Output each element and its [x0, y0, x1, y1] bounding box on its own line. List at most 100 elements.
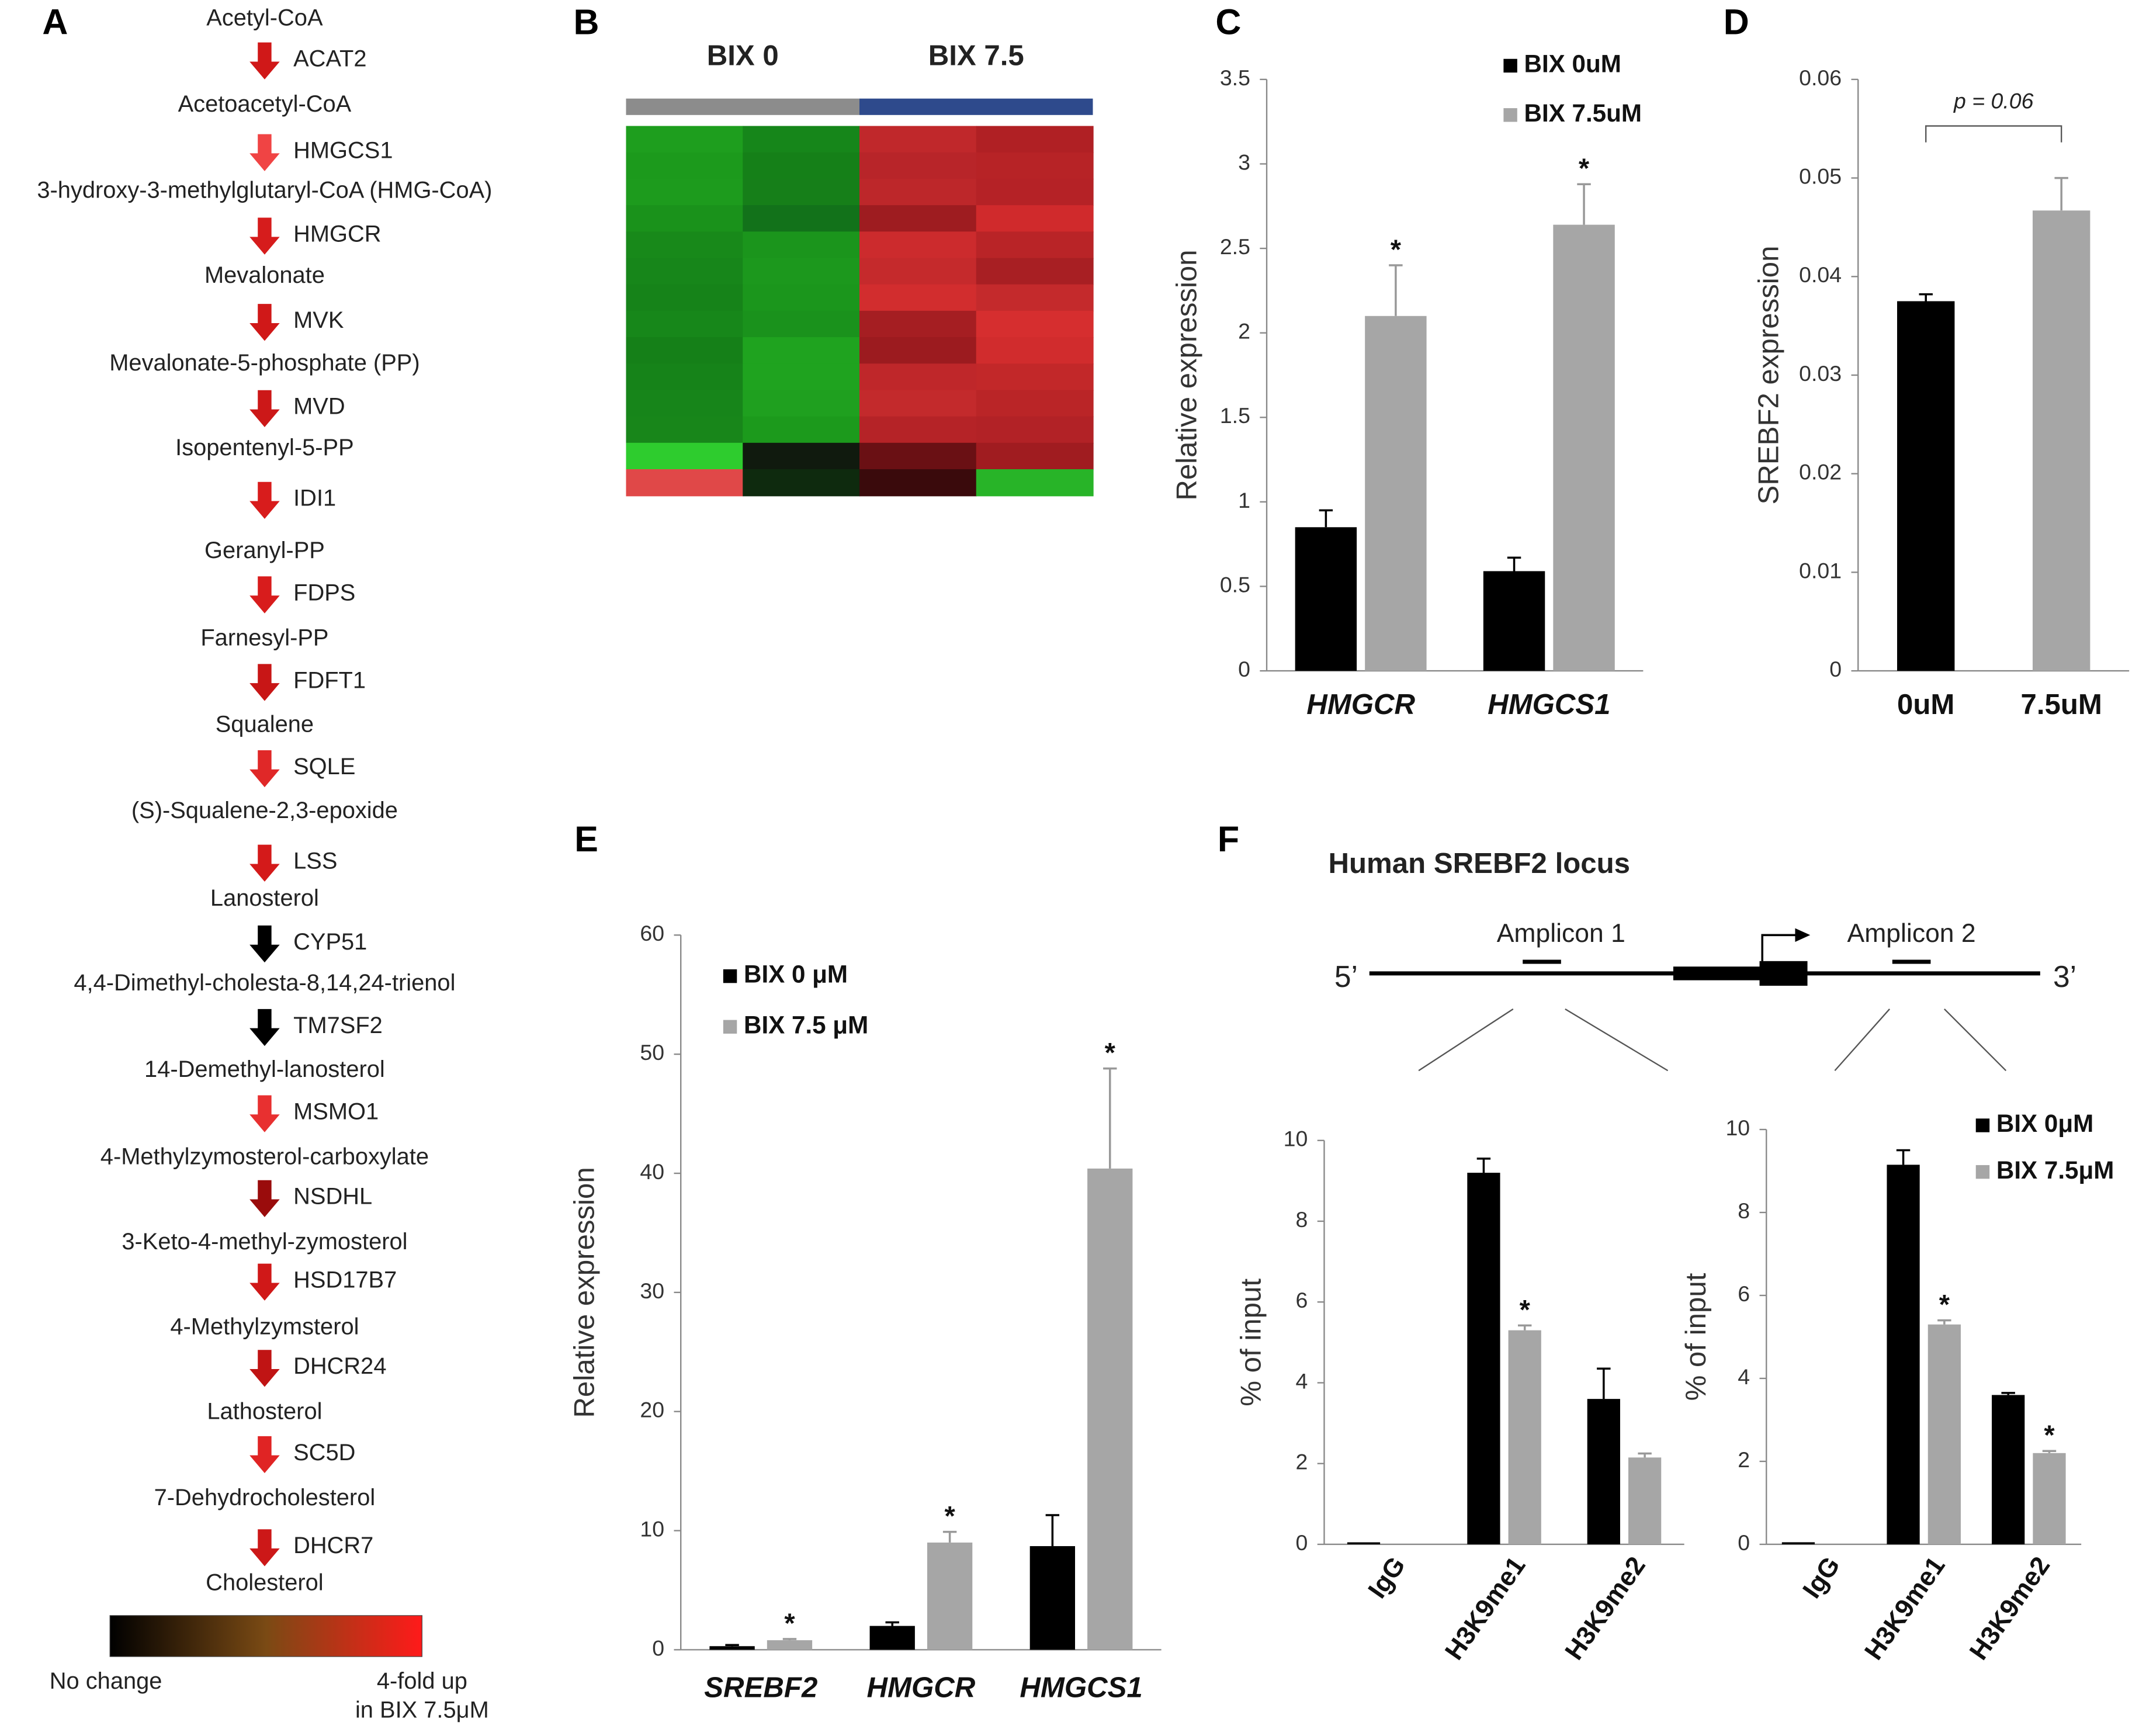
exon [1673, 966, 1761, 980]
y-tick-label: 0 [1829, 657, 1842, 681]
tss-arrowhead [1795, 928, 1811, 943]
heatmap-cell [743, 416, 861, 443]
panel-label: E [574, 819, 598, 859]
significance-star: * [2044, 1420, 2055, 1450]
bar [1467, 1173, 1500, 1544]
y-tick-label: 40 [640, 1159, 664, 1184]
five-prime: 5’ [1334, 959, 1358, 993]
y-axis-label: Relative expression [568, 1167, 601, 1418]
metabolite: Mevalonate [204, 262, 325, 288]
heatmap-cell [976, 469, 1094, 497]
heatmap-cell [976, 126, 1094, 153]
y-tick-label: 10 [640, 1516, 664, 1541]
enzyme: DHCR7 [293, 1533, 373, 1558]
metabolite: Acetyl-CoA [206, 5, 323, 30]
pathway-arrow [249, 1009, 280, 1047]
y-tick-label: 0.06 [1799, 65, 1842, 90]
tss-arrow [1761, 934, 1797, 961]
heatmap-cell [859, 258, 977, 285]
y-tick-label: 30 [640, 1278, 664, 1303]
heatmap-cell [976, 258, 1094, 285]
heatmap-cell [859, 469, 977, 497]
metabolite: Isopentenyl-5-PP [175, 435, 354, 460]
color-scale [109, 1615, 422, 1657]
legend-label: BIX 0uM [1524, 50, 1621, 78]
x-tick-label: HMGCS1 [1488, 688, 1610, 720]
enzyme: CYP51 [293, 929, 367, 955]
bar [1587, 1399, 1620, 1544]
heatmap-cell [976, 390, 1094, 417]
bar [1628, 1457, 1662, 1544]
significance-star: * [944, 1501, 955, 1531]
heatmap-cell [976, 416, 1094, 443]
pathway-arrow [249, 134, 280, 171]
enzyme: MVD [293, 394, 345, 420]
bar [2032, 210, 2090, 671]
x-tick-label: HMGCR [867, 1671, 976, 1703]
enzyme: SC5D [293, 1440, 355, 1465]
heatmap-cell [626, 284, 744, 312]
y-tick-label: 3.5 [1220, 65, 1250, 90]
pathway-arrow [249, 576, 280, 614]
enzyme: MSMO1 [293, 1099, 379, 1124]
x-tick-label: HMGCR [1306, 688, 1415, 720]
heatmap-cell [626, 126, 744, 153]
y-tick-label: 2 [1738, 1447, 1750, 1472]
heatmap-cell [626, 416, 744, 443]
heatmap-cell [743, 205, 861, 233]
bar [869, 1626, 915, 1650]
error-bar [1919, 293, 1933, 302]
y-tick-label: 20 [640, 1398, 664, 1422]
error-bar [1319, 509, 1333, 528]
exon [1759, 961, 1808, 986]
enzyme: TM7SF2 [293, 1013, 383, 1038]
legend-label: BIX 0 μM [744, 961, 848, 988]
enzyme: HMGCR [293, 221, 381, 247]
y-tick-label: 0 [652, 1635, 664, 1660]
bar [767, 1640, 813, 1650]
heatmap-cell [859, 416, 977, 443]
y-tick-label: 0.05 [1799, 164, 1842, 189]
amplicon [1523, 959, 1561, 964]
error-bar [1937, 1319, 1951, 1325]
error-bar [782, 1638, 797, 1641]
heatmap-cell [743, 126, 861, 153]
heatmap-cell [626, 152, 744, 180]
group-bar [859, 98, 1093, 115]
heatmap-cell [743, 284, 861, 312]
y-tick-label: 2 [1295, 1450, 1308, 1474]
enzyme: MVK [293, 307, 344, 333]
enzyme: DHCR24 [293, 1353, 386, 1379]
heatmap-cell [859, 442, 977, 470]
panel-label: C [1215, 2, 1241, 41]
legend-swatch [1975, 1165, 1990, 1179]
heatmap-cell [976, 442, 1094, 470]
pathway-arrow [249, 481, 280, 519]
heatmap-cell [626, 390, 744, 417]
heatmap-cell [976, 231, 1094, 259]
metabolite: Cholesterol [206, 1569, 323, 1595]
heatmap-cell [743, 310, 861, 338]
three-prime: 3’ [2053, 959, 2076, 993]
pathway-arrow [249, 844, 280, 882]
enzyme: LSS [293, 848, 337, 874]
legend-swatch [723, 1020, 737, 1034]
heatmap-cell [859, 390, 977, 417]
bar [1295, 527, 1357, 671]
heatmap-cell [743, 152, 861, 180]
y-tick-label: 0 [1738, 1530, 1750, 1555]
legend-label: BIX 7.5 μM [744, 1011, 868, 1038]
bar [1927, 1324, 1961, 1544]
panel-label: A [42, 2, 68, 41]
heatmap-cell [976, 284, 1094, 312]
legend-swatch [723, 969, 737, 983]
zoom-line [1418, 1008, 1514, 1072]
enzyme: ACAT2 [293, 46, 366, 72]
y-tick-label: 0.01 [1799, 558, 1842, 583]
heatmap-cell [626, 178, 744, 206]
scale-low-label: No change [50, 1668, 162, 1694]
legend-swatch [1503, 58, 1517, 73]
panel-label: D [1724, 2, 1749, 41]
scale-high-label: in BIX 7.5μM [355, 1697, 489, 1723]
y-tick-label: 4 [1295, 1368, 1308, 1393]
